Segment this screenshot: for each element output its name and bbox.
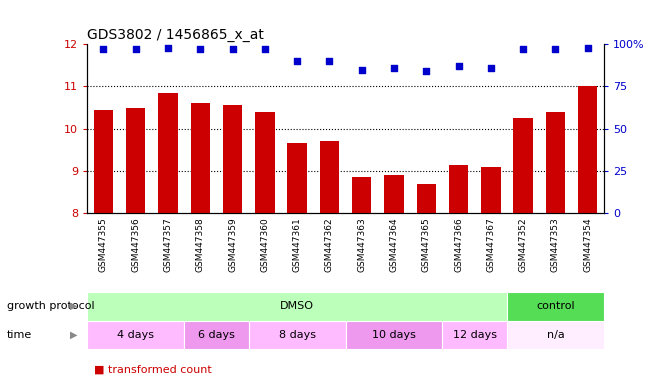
Point [550, 46, 561, 52]
Bar [346, 321, 442, 349]
Point [518, 46, 529, 52]
Point [227, 46, 238, 52]
Text: GSM447353: GSM447353 [551, 217, 560, 272]
Text: GSM447361: GSM447361 [293, 217, 302, 272]
Text: GSM447355: GSM447355 [99, 217, 108, 272]
Point [260, 46, 270, 52]
Point [582, 45, 593, 51]
Point [324, 58, 335, 64]
Point [130, 46, 141, 52]
Point [356, 66, 367, 73]
Bar [513, 118, 533, 213]
Text: 8 days: 8 days [278, 330, 315, 340]
Text: GSM447365: GSM447365 [422, 217, 431, 272]
Bar [507, 321, 604, 349]
Text: time: time [7, 330, 32, 340]
Bar [255, 112, 274, 213]
Text: GSM447363: GSM447363 [357, 217, 366, 272]
Point [453, 63, 464, 69]
Text: ▶: ▶ [70, 330, 77, 340]
Text: GSM447358: GSM447358 [196, 217, 205, 272]
Text: 4 days: 4 days [117, 330, 154, 340]
Text: GSM447356: GSM447356 [131, 217, 140, 272]
Text: GSM447352: GSM447352 [519, 217, 527, 272]
Text: 12 days: 12 days [453, 330, 497, 340]
Point [98, 46, 109, 52]
Bar [126, 108, 146, 213]
Bar [87, 321, 184, 349]
Point [389, 65, 399, 71]
Bar [87, 292, 507, 321]
Text: GSM447357: GSM447357 [164, 217, 172, 272]
Text: GDS3802 / 1456865_x_at: GDS3802 / 1456865_x_at [87, 28, 264, 42]
Point [486, 65, 497, 71]
Text: GSM447359: GSM447359 [228, 217, 237, 272]
Bar [191, 103, 210, 213]
Text: growth protocol: growth protocol [7, 301, 95, 311]
Bar [319, 141, 339, 213]
Text: GSM447366: GSM447366 [454, 217, 463, 272]
Bar [578, 86, 597, 213]
Bar [184, 321, 249, 349]
Bar [94, 110, 113, 213]
Text: GSM447354: GSM447354 [583, 217, 592, 272]
Bar [481, 167, 501, 213]
Text: GSM447367: GSM447367 [486, 217, 495, 272]
Bar [158, 93, 178, 213]
Text: GSM447364: GSM447364 [389, 217, 399, 272]
Point [195, 46, 205, 52]
Text: GSM447360: GSM447360 [260, 217, 269, 272]
Text: 6 days: 6 days [198, 330, 235, 340]
Point [292, 58, 303, 64]
Text: control: control [536, 301, 575, 311]
Text: 10 days: 10 days [372, 330, 416, 340]
Text: ■ transformed count: ■ transformed count [94, 365, 211, 375]
Bar [249, 321, 346, 349]
Text: ▶: ▶ [70, 301, 77, 311]
Text: n/a: n/a [547, 330, 564, 340]
Text: GSM447362: GSM447362 [325, 217, 334, 272]
Bar [287, 143, 307, 213]
Bar [546, 112, 565, 213]
Bar [507, 292, 604, 321]
Point [421, 68, 431, 74]
Bar [449, 164, 468, 213]
Bar [417, 184, 436, 213]
Point [162, 45, 173, 51]
Bar [223, 105, 242, 213]
Text: DMSO: DMSO [280, 301, 314, 311]
Bar [352, 177, 372, 213]
Bar [442, 321, 507, 349]
Bar [384, 175, 404, 213]
